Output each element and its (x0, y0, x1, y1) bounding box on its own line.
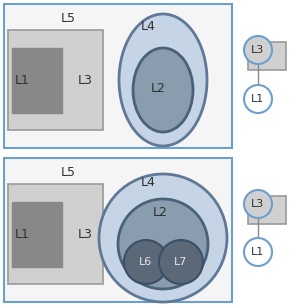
Text: L3: L3 (78, 228, 92, 241)
Bar (12, 202, 62, 267)
Text: L3: L3 (251, 199, 265, 209)
Circle shape (99, 174, 227, 302)
Circle shape (124, 240, 168, 284)
Text: L2: L2 (152, 205, 168, 218)
Bar (248, 42, 286, 70)
Circle shape (118, 199, 208, 289)
Text: L1: L1 (14, 74, 30, 87)
Text: L3: L3 (78, 74, 92, 87)
Bar (8, 30, 103, 130)
Circle shape (244, 36, 272, 64)
Bar (12, 48, 62, 113)
Text: L4: L4 (140, 176, 156, 188)
Bar (4, 158, 232, 302)
Bar (8, 184, 103, 284)
Ellipse shape (119, 14, 207, 146)
Text: L4: L4 (140, 19, 156, 33)
Ellipse shape (133, 48, 193, 132)
Bar (4, 4, 232, 148)
Circle shape (159, 240, 203, 284)
Circle shape (244, 190, 272, 218)
Text: L1: L1 (251, 247, 265, 257)
Circle shape (244, 238, 272, 266)
Text: L7: L7 (174, 257, 188, 267)
Text: L6: L6 (140, 257, 153, 267)
Text: L5: L5 (60, 11, 75, 25)
Text: L2: L2 (151, 82, 165, 95)
Text: L1: L1 (251, 94, 265, 104)
Circle shape (244, 85, 272, 113)
Bar (248, 196, 286, 224)
Text: L5: L5 (60, 165, 75, 179)
Text: L1: L1 (14, 228, 30, 241)
Text: L3: L3 (251, 45, 265, 55)
